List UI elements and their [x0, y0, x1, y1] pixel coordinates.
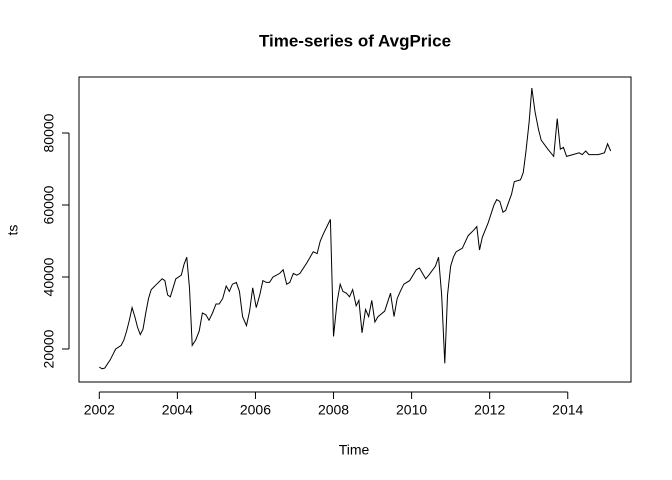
y-axis-label: ts — [5, 225, 21, 236]
y-tick-label: 20000 — [41, 329, 57, 368]
x-tick-label: 2014 — [552, 402, 583, 418]
series-line — [99, 87, 612, 370]
x-tick-label: 2012 — [474, 402, 505, 418]
chart-title: Time-series of AvgPrice — [259, 31, 451, 50]
y-tick-label: 60000 — [41, 185, 57, 224]
y-tick-label: 80000 — [41, 113, 57, 152]
x-tick-label: 2010 — [396, 402, 427, 418]
x-tick-label: 2008 — [318, 402, 349, 418]
x-tick-label: 2004 — [162, 402, 193, 418]
x-tick-label: 2006 — [240, 402, 271, 418]
x-tick-label: 2002 — [84, 402, 115, 418]
y-tick-label: 40000 — [41, 257, 57, 296]
plot-box — [78, 76, 632, 383]
x-axis-label: Time — [339, 442, 370, 458]
